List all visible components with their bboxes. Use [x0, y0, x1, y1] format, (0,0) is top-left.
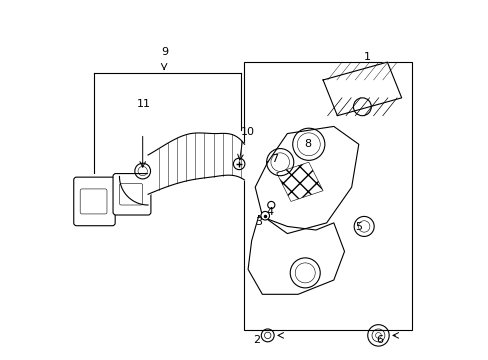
Text: 9: 9	[162, 47, 168, 57]
FancyBboxPatch shape	[119, 184, 142, 205]
Text: 3: 3	[255, 217, 262, 227]
Text: 4: 4	[265, 207, 272, 217]
Polygon shape	[247, 216, 344, 294]
Text: 8: 8	[304, 139, 311, 149]
Polygon shape	[255, 126, 358, 234]
Polygon shape	[276, 162, 323, 202]
Text: 2: 2	[253, 335, 260, 345]
Bar	[244, 62, 411, 330]
Circle shape	[267, 202, 274, 208]
Circle shape	[261, 211, 269, 220]
Text: 7: 7	[271, 154, 278, 164]
Text: 6: 6	[376, 335, 383, 345]
FancyBboxPatch shape	[80, 189, 107, 214]
FancyBboxPatch shape	[74, 177, 115, 226]
Polygon shape	[323, 62, 401, 116]
Text: 11: 11	[137, 99, 150, 109]
Text: 5: 5	[355, 222, 362, 232]
FancyBboxPatch shape	[113, 174, 151, 215]
Text: 10: 10	[240, 127, 254, 137]
Text: 1: 1	[364, 52, 370, 62]
